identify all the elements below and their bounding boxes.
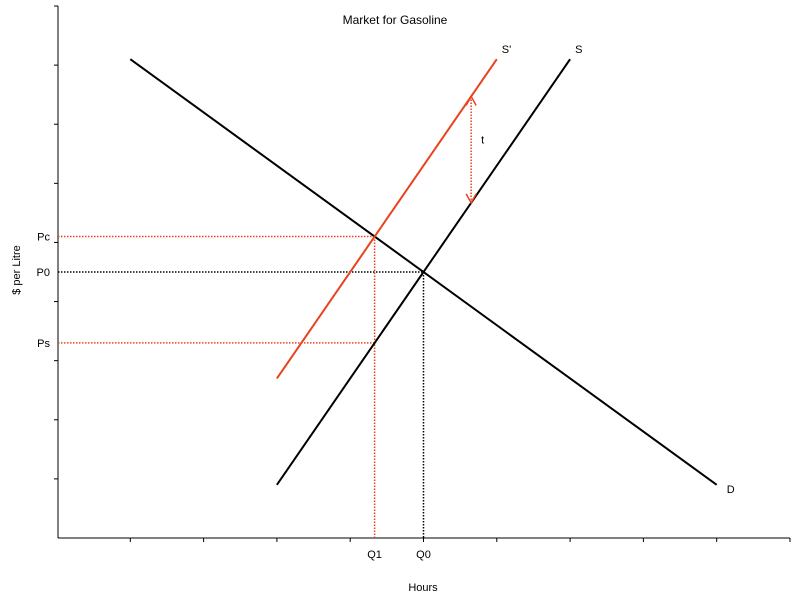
guide-lines xyxy=(58,235,425,538)
y-axis-label: $ per Litre xyxy=(11,245,23,295)
curve-s-prime xyxy=(276,58,498,379)
series-label: S' xyxy=(502,44,511,56)
curve-s xyxy=(276,58,571,486)
y-marker-label: P0 xyxy=(37,267,50,279)
tax-arrow-head-down xyxy=(465,193,477,205)
y-marker-label: Pc xyxy=(37,232,50,244)
tax-arrow-head-up xyxy=(465,94,477,106)
series-label: S xyxy=(575,44,582,56)
marker-labels: Pc P0 Ps Q1 Q0 xyxy=(37,232,431,561)
tax-label: t xyxy=(481,135,484,147)
x-axis-label: Hours xyxy=(408,582,438,594)
tax-arrow: t xyxy=(465,94,484,205)
x-marker-label: Q1 xyxy=(367,549,382,561)
series-label: D xyxy=(727,484,735,496)
curves: D S S' xyxy=(129,44,735,496)
y-marker-label: Ps xyxy=(37,338,50,350)
chart-title: Market for Gasoline xyxy=(343,13,448,27)
x-marker-label: Q0 xyxy=(416,549,431,561)
